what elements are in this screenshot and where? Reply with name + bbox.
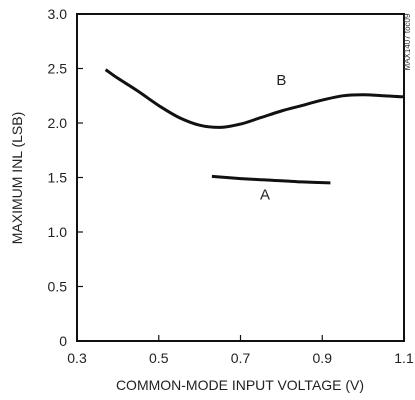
y-tick-label: 1.5 bbox=[48, 170, 68, 186]
y-tick-label: 3.0 bbox=[48, 6, 68, 22]
y-axis-title: MAXIMUM INL (LSB) bbox=[9, 112, 25, 245]
series-layer bbox=[104, 68, 405, 185]
x-tick-label: 0.5 bbox=[149, 350, 169, 366]
x-axis-title: COMMON-MODE INPUT VOLTAGE (V) bbox=[116, 377, 364, 393]
y-tick-label: 0 bbox=[59, 333, 67, 349]
x-tick-label: 1.1 bbox=[394, 350, 414, 366]
curve-label-b: B bbox=[276, 72, 286, 89]
y-axis-ticks: 0 0.5 1.0 1.5 2.0 2.5 3.0 bbox=[48, 6, 83, 349]
series-line-a bbox=[211, 174, 331, 185]
annotation-layer: BA bbox=[260, 72, 286, 203]
y-tick-label: 2.5 bbox=[48, 61, 68, 77]
y-tick-label: 1.0 bbox=[48, 224, 68, 240]
x-tick-label: 0.3 bbox=[67, 350, 87, 366]
y-tick-label: 2.0 bbox=[48, 115, 68, 131]
curve-label-a: A bbox=[260, 186, 270, 203]
y-tick-label: 0.5 bbox=[48, 279, 68, 295]
series-line-b bbox=[104, 68, 405, 129]
figure-id: MAX1407 toc09 bbox=[403, 13, 412, 70]
x-tick-label: 0.7 bbox=[231, 350, 251, 366]
x-tick-label: 0.9 bbox=[313, 350, 333, 366]
x-axis-ticks: 0.3 0.5 0.7 0.9 1.1 bbox=[67, 335, 414, 366]
